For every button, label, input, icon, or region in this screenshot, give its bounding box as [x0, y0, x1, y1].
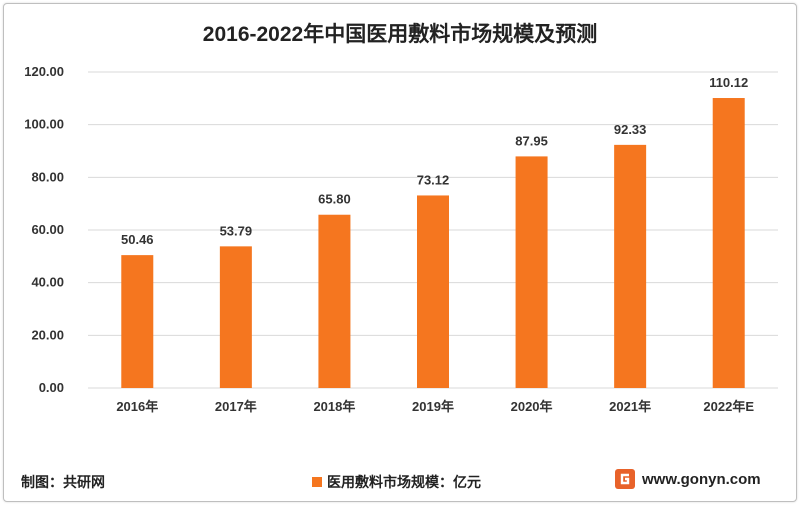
y-tick-label: 20.00	[31, 327, 64, 342]
y-tick-label: 60.00	[31, 222, 64, 237]
data-label: 87.95	[515, 133, 548, 148]
x-tick-label: 2016年	[116, 399, 158, 414]
data-label: 110.12	[709, 75, 748, 90]
x-tick-label: 2021年	[609, 399, 651, 414]
bar	[515, 156, 548, 388]
y-tick-label: 120.00	[24, 64, 64, 79]
bar	[219, 246, 252, 388]
legend: 医用敷料市场规模：亿元	[312, 472, 481, 492]
legend-swatch	[312, 477, 322, 487]
brand-url: www.gonyn.com	[642, 470, 761, 488]
x-tick-label: 2020年	[511, 399, 553, 414]
source-credit: 制图：共研网	[21, 474, 105, 490]
x-tick-label: 2018年	[313, 399, 355, 414]
y-tick-label: 40.00	[31, 275, 64, 290]
bar	[417, 195, 449, 388]
data-label: 73.12	[417, 172, 450, 187]
y-tick-label: 100.00	[24, 117, 64, 132]
bar	[614, 144, 647, 388]
chart-title: 2016-2022年中国医用敷料市场规模及预测	[202, 23, 598, 46]
bar	[121, 255, 154, 388]
bar	[712, 98, 745, 388]
data-label: 50.46	[121, 232, 154, 247]
data-label: 92.33	[614, 122, 647, 137]
brand: www.gonyn.com	[614, 468, 761, 490]
data-label: 65.80	[318, 192, 351, 207]
x-tick-label: 2017年	[215, 399, 257, 414]
gonyn-logo-icon	[615, 469, 635, 489]
y-tick-label: 80.00	[31, 169, 64, 184]
chart-frame	[3, 3, 797, 502]
legend-label: 医用敷料市场规模：亿元	[327, 474, 481, 490]
data-label: 53.79	[220, 223, 253, 238]
y-tick-label: 0.00	[39, 380, 64, 395]
bar	[318, 214, 351, 388]
x-tick-label: 2019年	[412, 399, 454, 414]
x-tick-label: 2022年E	[703, 399, 754, 414]
